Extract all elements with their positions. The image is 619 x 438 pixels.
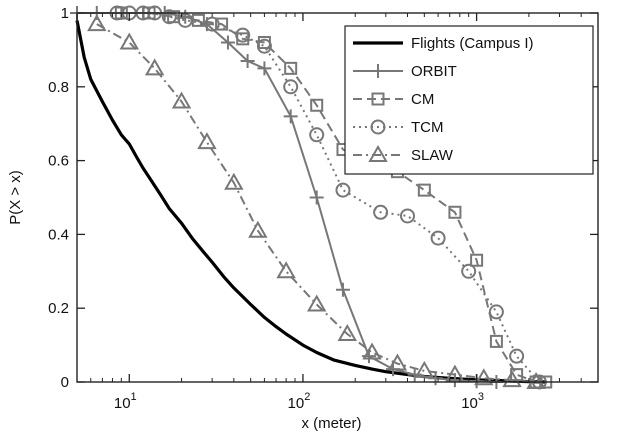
data-point-tcm-13	[400, 208, 416, 224]
data-point-slaw-4	[197, 132, 217, 150]
data-point-slaw-14	[474, 368, 494, 386]
y-tick-label-0: 0	[61, 374, 69, 391]
x-tick-label-exponent: 3	[478, 391, 484, 403]
data-point-tcm-5	[177, 12, 193, 28]
legend-box	[344, 25, 594, 175]
data-point-slaw-8	[306, 294, 327, 312]
data-point-slaw-12	[414, 360, 435, 378]
x-tick-label-exponent: 2	[304, 391, 310, 403]
data-point-tcm-14	[430, 230, 446, 246]
data-point-tcm-17	[509, 348, 525, 364]
data-point-orbit-15	[407, 367, 422, 382]
data-point-slaw-6	[248, 220, 268, 238]
data-point-orbit-10	[283, 109, 298, 124]
data-point-tcm-16	[488, 304, 504, 320]
legend: Flights (Campus I) ORBIT CM TCM SLAW	[344, 25, 594, 175]
legend-label-slaw: SLAW	[411, 147, 454, 164]
y-tick-label-4: 0.8	[48, 79, 69, 96]
y-tick-label-2: 0.4	[48, 226, 69, 243]
y-tick-label-5: 1	[61, 5, 69, 22]
y-tick-label-1: 0.2	[48, 300, 69, 317]
legend-marker-orbit	[371, 64, 385, 78]
plot-frame	[76, 12, 599, 383]
series-line-slaw	[96, 23, 537, 383]
y-axis-label: P(X > x)	[7, 170, 24, 225]
data-point-cm-4	[215, 17, 229, 31]
y-tick-label-3: 0.6	[48, 153, 69, 170]
data-point-tcm-7	[235, 27, 251, 43]
data-point-slaw-10	[362, 342, 382, 360]
x-tick-label-base: 10	[114, 395, 131, 412]
data-point-tcm-12	[373, 204, 389, 220]
data-point-slaw-15	[502, 370, 522, 388]
data-point-orbit-8	[240, 53, 255, 68]
data-point-slaw-0	[87, 14, 107, 32]
data-point-cm-8	[310, 98, 324, 112]
data-point-slaw-13	[445, 364, 465, 382]
x-tick-label-base: 10	[288, 395, 305, 412]
data-point-tcm-4	[161, 9, 177, 25]
data-point-cm-13	[448, 205, 462, 219]
data-point-tcm-11	[335, 182, 351, 198]
data-point-cm-12	[417, 183, 431, 197]
data-point-slaw-7	[276, 261, 296, 279]
data-point-orbit-12	[335, 282, 350, 297]
data-point-tcm-15	[461, 263, 477, 279]
data-point-slaw-11	[387, 353, 408, 371]
data-point-tcm-6	[204, 16, 220, 32]
x-tick-label-1: 102	[288, 391, 311, 412]
data-point-orbit-7	[220, 35, 235, 50]
data-point-cm-7	[284, 61, 298, 75]
x-tick-label-2: 103	[461, 391, 484, 412]
legend-label-orbit: ORBIT	[411, 63, 457, 80]
x-tick-label-base: 10	[461, 395, 478, 412]
legend-label-flights-campus-i: Flights (Campus I)	[411, 35, 534, 52]
data-point-tcm-9	[283, 79, 299, 95]
legend-marker-cm	[371, 92, 385, 106]
legend-label-tcm: TCM	[411, 119, 444, 136]
data-point-slaw-9	[337, 324, 358, 342]
data-point-cm-14	[470, 253, 484, 267]
data-point-tcm-10	[309, 127, 325, 143]
series-line-cm	[121, 12, 546, 383]
data-point-orbit-9	[257, 61, 272, 76]
data-point-slaw-16	[526, 371, 546, 389]
x-tick-label-exponent: 1	[131, 391, 137, 403]
data-point-orbit-16	[428, 371, 443, 386]
x-tick-label-0: 101	[114, 391, 137, 412]
data-point-orbit-11	[309, 190, 324, 205]
data-point-tcm-8	[256, 38, 272, 54]
data-point-slaw-3	[171, 91, 192, 109]
data-point-cm-15	[489, 334, 503, 348]
legend-label-cm: CM	[411, 91, 434, 108]
data-point-cm-3	[191, 13, 205, 27]
data-point-slaw-1	[119, 32, 140, 50]
legend-marker-slaw	[368, 144, 388, 162]
legend-marker-tcm	[370, 119, 386, 135]
data-point-slaw-2	[144, 58, 165, 76]
data-point-slaw-5	[224, 172, 244, 190]
x-axis-label: x (meter)	[302, 415, 362, 432]
